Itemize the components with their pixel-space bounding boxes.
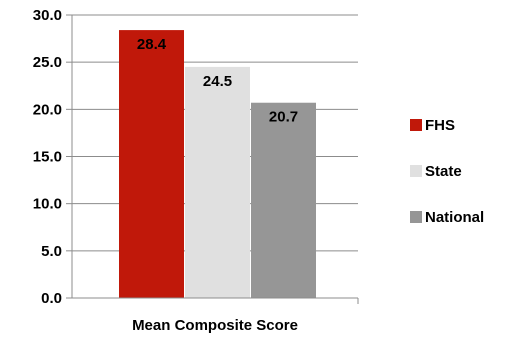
legend-swatch-fhs xyxy=(410,119,422,131)
legend-swatch-state xyxy=(410,165,422,177)
data-label-national: 20.7 xyxy=(269,109,298,126)
y-tick-label: 0.0 xyxy=(41,290,62,307)
legend: FHS State National xyxy=(410,117,484,226)
y-tick-label: 20.0 xyxy=(33,101,62,118)
legend-swatch-national xyxy=(410,211,422,223)
x-axis: Mean Composite Score xyxy=(72,297,359,334)
data-labels: 28.4 24.5 20.7 xyxy=(137,36,298,126)
bars xyxy=(119,30,316,299)
y-tick-label: 30.0 xyxy=(33,7,62,24)
data-label-state: 24.5 xyxy=(203,73,232,90)
legend-label-fhs: FHS xyxy=(425,117,455,134)
bar-fhs xyxy=(119,30,184,299)
data-label-fhs: 28.4 xyxy=(137,36,167,53)
y-tick-label: 5.0 xyxy=(41,243,62,260)
y-tick-label: 25.0 xyxy=(33,54,62,71)
y-tick-label: 15.0 xyxy=(33,149,62,166)
y-tick-label: 10.0 xyxy=(33,196,62,213)
y-axis: 0.0 5.0 10.0 15.0 20.0 25.0 30.0 xyxy=(33,7,73,307)
bar-national xyxy=(251,102,316,298)
bar-state xyxy=(185,66,250,298)
legend-label-national: National xyxy=(425,209,484,226)
x-category-label: Mean Composite Score xyxy=(132,317,298,334)
legend-label-state: State xyxy=(425,163,462,180)
